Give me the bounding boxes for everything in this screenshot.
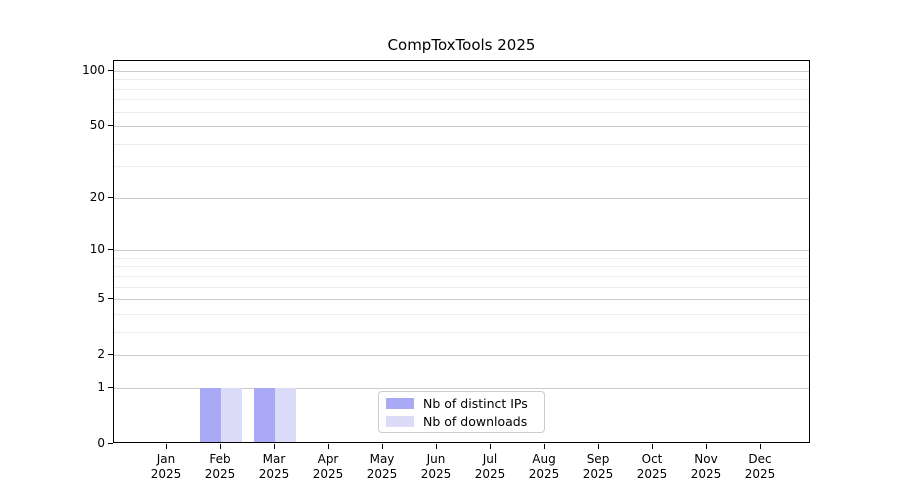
y-tick-mark bbox=[108, 354, 113, 356]
x-tick-month: Jul bbox=[482, 452, 498, 466]
x-tick-label: Feb 2025 bbox=[190, 452, 250, 482]
x-tick-mark bbox=[220, 444, 221, 449]
bar-nb-of-downloads-feb bbox=[221, 387, 242, 442]
x-tick-year: 2025 bbox=[690, 467, 722, 481]
x-tick-year: 2025 bbox=[474, 467, 506, 481]
x-tick-month: Aug bbox=[532, 452, 556, 466]
x-tick-label: Nov 2025 bbox=[676, 452, 736, 482]
y-tick-mark bbox=[108, 443, 113, 444]
x-tick-label: Apr 2025 bbox=[298, 452, 358, 482]
x-tick-month: Dec bbox=[748, 452, 772, 466]
x-tick-mark bbox=[274, 444, 275, 449]
x-tick-month: Nov bbox=[694, 452, 718, 466]
major-gridline bbox=[114, 197, 809, 199]
x-tick-label: Dec 2025 bbox=[730, 452, 790, 482]
y-tick-mark bbox=[108, 298, 113, 300]
x-tick-label: Jan 2025 bbox=[136, 452, 196, 482]
x-tick-mark bbox=[490, 444, 491, 449]
x-tick-year: 2025 bbox=[636, 467, 668, 481]
x-tick-mark bbox=[598, 444, 599, 449]
x-tick-month: Oct bbox=[641, 452, 663, 466]
minor-gridline bbox=[114, 88, 809, 90]
y-tick-label: 2 bbox=[97, 347, 105, 362]
x-tick-month: Feb bbox=[209, 452, 231, 466]
legend-label-distinct-ips: Nb of distinct IPs bbox=[423, 395, 528, 411]
y-tick-label: 5 bbox=[97, 291, 105, 306]
x-tick-mark bbox=[166, 444, 167, 449]
minor-gridline bbox=[114, 111, 809, 113]
x-tick-month: Apr bbox=[317, 452, 339, 466]
x-tick-month: Jan bbox=[156, 452, 176, 466]
bar-nb-of-distinct-ips-feb bbox=[200, 387, 221, 442]
x-tick-mark bbox=[652, 444, 653, 449]
x-tick-month: May bbox=[369, 452, 395, 466]
minor-gridline bbox=[114, 331, 809, 333]
minor-gridline bbox=[114, 313, 809, 315]
x-tick-mark bbox=[436, 444, 437, 449]
major-gridline bbox=[114, 299, 809, 301]
y-tick-mark bbox=[108, 386, 113, 388]
minor-gridline bbox=[114, 143, 809, 145]
x-tick-year: 2025 bbox=[258, 467, 290, 481]
major-gridline bbox=[114, 355, 809, 357]
x-tick-month: Mar bbox=[262, 452, 286, 466]
x-tick-label: Aug 2025 bbox=[514, 452, 574, 482]
major-gridline bbox=[114, 387, 809, 389]
legend-item-downloads: Nb of downloads bbox=[386, 414, 537, 429]
minor-gridline bbox=[114, 275, 809, 277]
y-tick-mark bbox=[108, 249, 113, 251]
x-tick-mark bbox=[706, 444, 707, 449]
major-gridline bbox=[114, 70, 809, 72]
minor-gridline bbox=[114, 286, 809, 288]
y-tick-label: 1 bbox=[97, 379, 105, 394]
minor-gridline bbox=[114, 166, 809, 168]
minor-gridline bbox=[114, 257, 809, 259]
x-tick-mark bbox=[760, 444, 761, 449]
legend-swatch-distinct-ips bbox=[386, 397, 414, 409]
x-tick-mark bbox=[544, 444, 545, 449]
x-tick-month: Jun bbox=[426, 452, 446, 466]
minor-gridline bbox=[114, 79, 809, 81]
bar-nb-of-downloads-mar bbox=[275, 387, 296, 442]
y-tick-label: 0 bbox=[97, 436, 105, 450]
plot-area bbox=[113, 60, 810, 443]
x-tick-year: 2025 bbox=[366, 467, 398, 481]
x-tick-mark bbox=[382, 444, 383, 449]
x-tick-year: 2025 bbox=[420, 467, 452, 481]
x-tick-label: May 2025 bbox=[352, 452, 412, 482]
legend-swatch-downloads bbox=[386, 415, 414, 427]
x-tick-label: Oct 2025 bbox=[622, 452, 682, 482]
x-tick-label: Sep 2025 bbox=[568, 452, 628, 482]
legend: Nb of distinct IPs Nb of downloads bbox=[378, 391, 545, 433]
x-tick-month: Sep bbox=[586, 452, 610, 466]
y-tick-mark bbox=[108, 125, 113, 127]
minor-gridline bbox=[114, 99, 809, 101]
y-tick-label: 20 bbox=[89, 189, 105, 204]
x-tick-mark bbox=[328, 444, 329, 449]
y-tick-mark bbox=[108, 196, 113, 198]
x-tick-year: 2025 bbox=[744, 467, 776, 481]
y-tick-mark bbox=[108, 69, 113, 71]
minor-gridline bbox=[114, 266, 809, 268]
y-tick-label: 50 bbox=[89, 118, 105, 133]
x-tick-year: 2025 bbox=[204, 467, 236, 481]
x-tick-label: Jun 2025 bbox=[406, 452, 466, 482]
x-tick-year: 2025 bbox=[312, 467, 344, 481]
x-tick-label: Jul 2025 bbox=[460, 452, 520, 482]
x-tick-year: 2025 bbox=[582, 467, 614, 481]
y-tick-label: 10 bbox=[89, 242, 105, 257]
y-tick-label: 100 bbox=[82, 62, 105, 77]
x-tick-year: 2025 bbox=[150, 467, 182, 481]
legend-label-downloads: Nb of downloads bbox=[423, 413, 528, 429]
x-tick-year: 2025 bbox=[528, 467, 560, 481]
chart-title: CompToxTools 2025 bbox=[387, 36, 536, 54]
x-tick-label: Mar 2025 bbox=[244, 452, 304, 482]
major-gridline bbox=[114, 126, 809, 128]
major-gridline bbox=[114, 250, 809, 252]
legend-item-distinct-ips: Nb of distinct IPs bbox=[386, 396, 537, 411]
bar-nb-of-distinct-ips-mar bbox=[254, 387, 275, 442]
